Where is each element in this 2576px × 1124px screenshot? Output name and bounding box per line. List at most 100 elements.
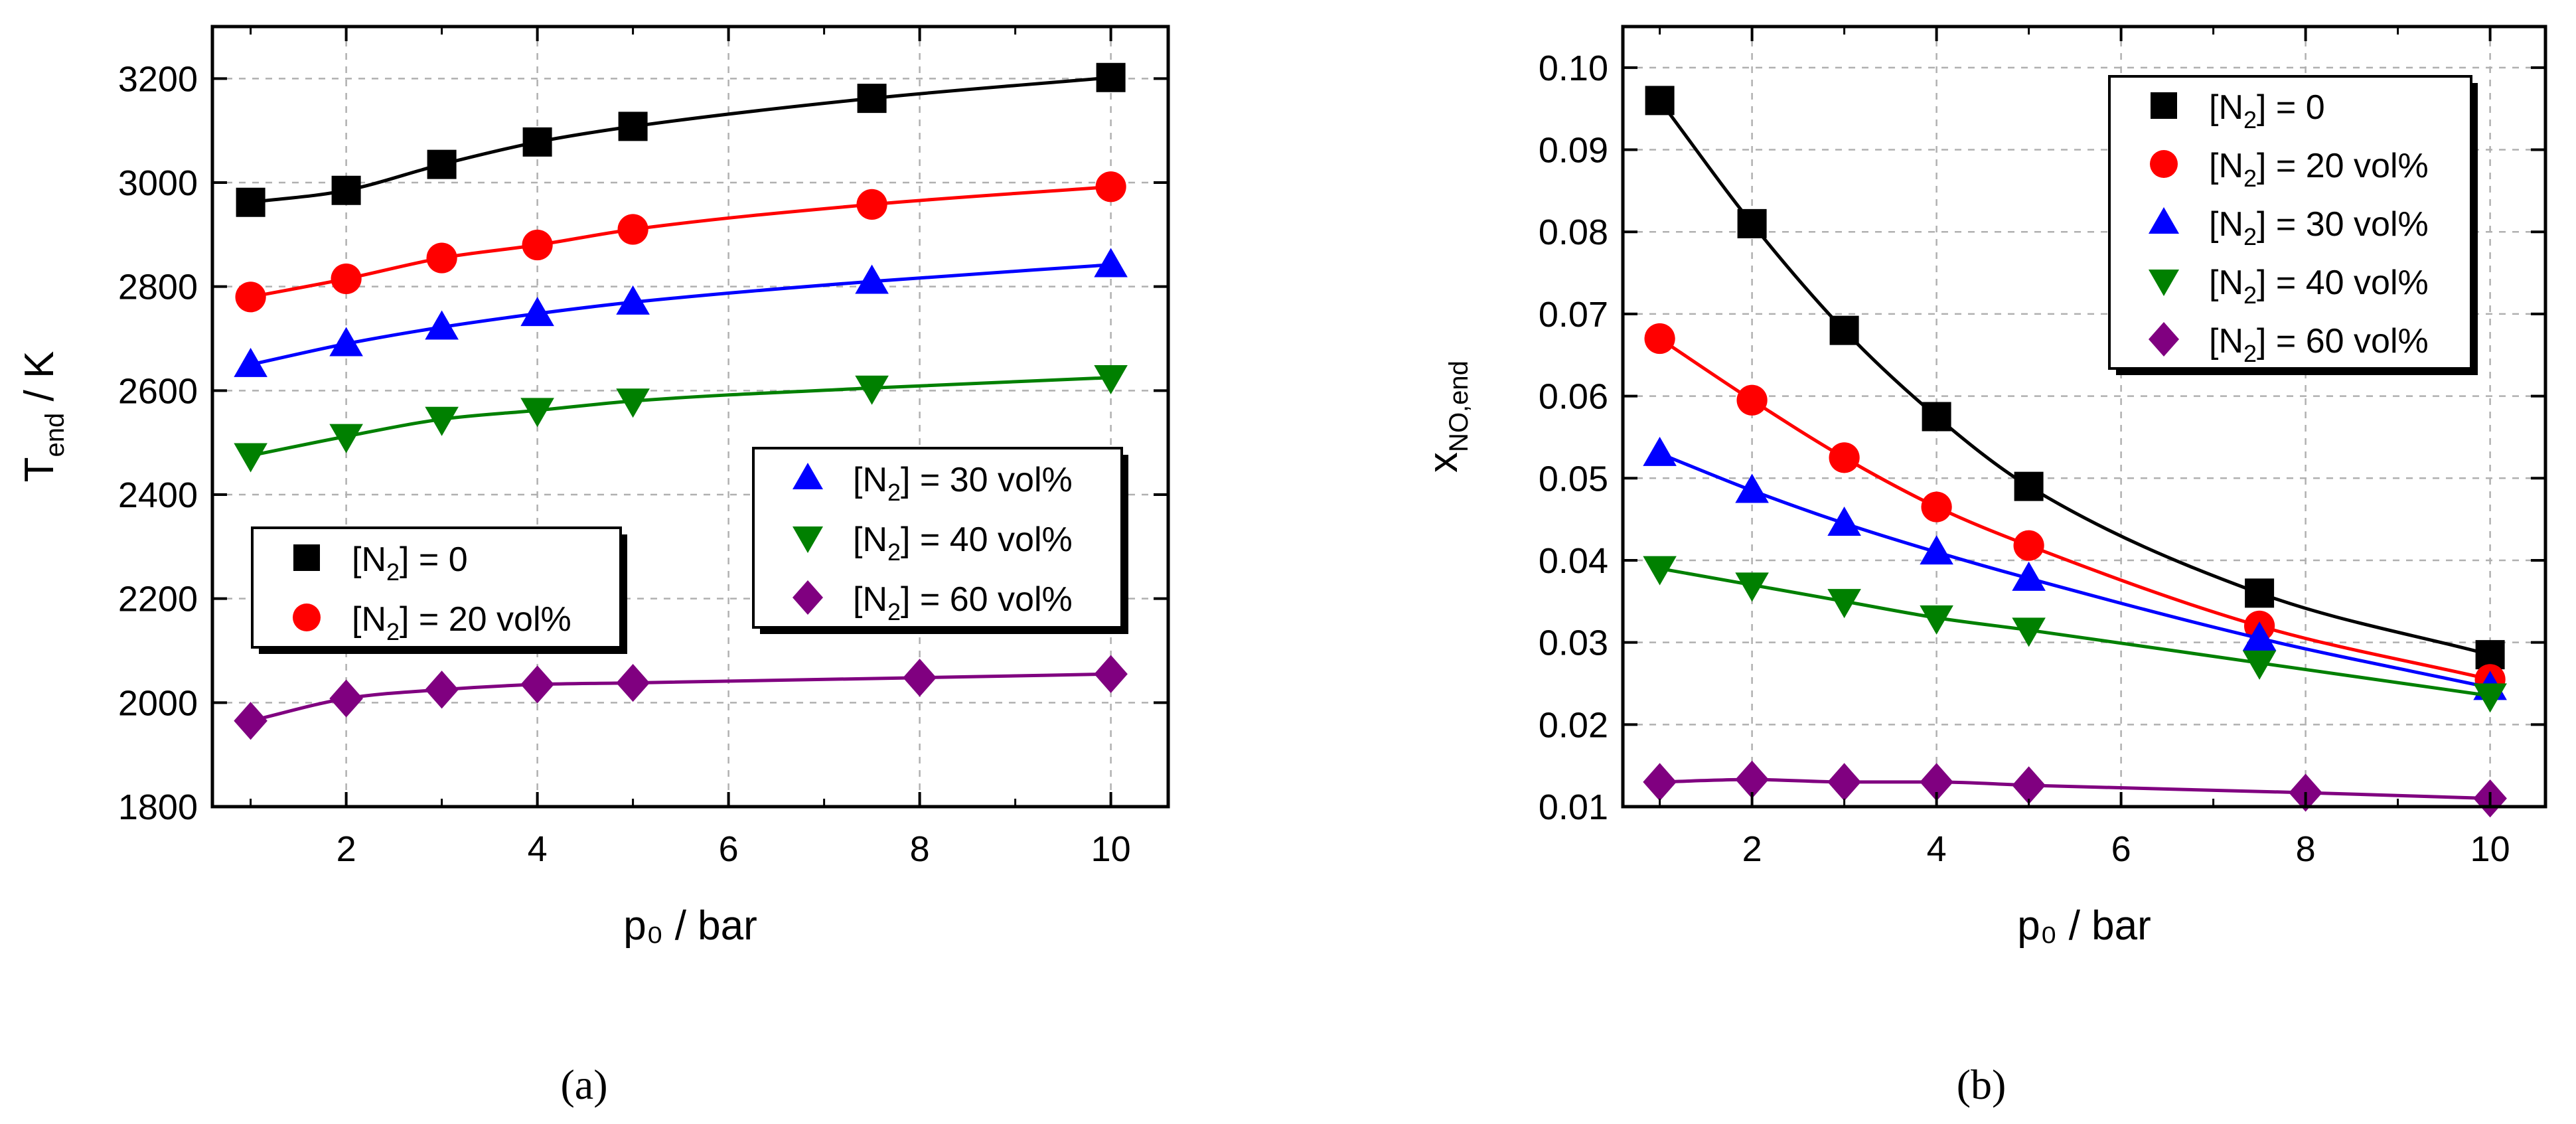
legend-label: [N2] = 20 vol% — [2209, 147, 2429, 192]
y-tick-label: 0.01 — [1539, 787, 1608, 827]
data-point — [1829, 442, 1860, 473]
series-1 — [235, 171, 1126, 313]
data-point — [855, 264, 889, 294]
legend-label: [N2] = 0 — [2209, 88, 2325, 133]
y-tick-label: 0.08 — [1539, 212, 1608, 252]
data-point — [427, 149, 457, 179]
series-3 — [234, 365, 1128, 473]
gridlines — [212, 27, 1168, 808]
ticks: 2 4 6 8 10 1800 2000 2200 2400 2600 2800 3000 3200 — [118, 27, 1168, 869]
data-point — [425, 310, 459, 340]
data-point — [857, 84, 887, 114]
series-0 — [236, 62, 1126, 217]
panel-b-caption: (b) — [1957, 1061, 2007, 1108]
data-point — [1094, 655, 1128, 693]
data-point — [331, 175, 361, 205]
legend-label: [N2] = 40 vol% — [2209, 264, 2429, 309]
legend-label: [N2] = 40 vol% — [853, 521, 1073, 566]
data-point — [520, 297, 554, 327]
legend-marker — [2150, 150, 2178, 178]
data-point — [2014, 471, 2044, 501]
y-tick-label: 0.09 — [1539, 131, 1608, 171]
x-tick-label: 10 — [1091, 829, 1131, 869]
x-tick-label: 4 — [528, 829, 548, 869]
data-point — [1922, 402, 1951, 432]
data-point — [1736, 384, 1768, 416]
data-point — [1920, 763, 1953, 801]
y-tick-label: 0.04 — [1539, 541, 1608, 581]
data-point — [1643, 556, 1677, 586]
data-point — [520, 665, 554, 704]
legend-label: [N2] = 30 vol% — [2209, 205, 2429, 250]
data-point — [617, 214, 648, 245]
series-2 — [1643, 436, 2507, 700]
data-point — [855, 375, 889, 405]
y-tick-label: 1800 — [118, 787, 198, 827]
data-point — [2012, 766, 2046, 805]
y-tick-label: 3000 — [118, 163, 198, 203]
y-tick-label: 3200 — [118, 59, 198, 99]
x-tick-label: 8 — [2296, 829, 2316, 869]
legend-0: [N2] = 0 [N2] = 20 vol% [N2] = 30 vol% [N2]… — [2108, 75, 2478, 375]
chart-panel-b: 2 4 6 8 10 0.01 0.02 0.03 0.04 0.05 0.06 0.07 0.08 0.… — [1420, 25, 2547, 949]
x-tick-label: 8 — [910, 829, 930, 869]
y-tick-label: 2400 — [118, 475, 198, 515]
data-point — [2242, 621, 2277, 651]
data-point — [618, 112, 648, 141]
data-point — [235, 281, 266, 313]
series-line — [1659, 566, 2490, 698]
data-point — [329, 424, 363, 453]
series-line — [250, 185, 1111, 299]
series-line — [1659, 777, 2490, 801]
data-point — [1735, 572, 1769, 602]
series-0 — [1645, 86, 2505, 670]
data-point — [1095, 171, 1126, 202]
y-tick-label: 0.10 — [1539, 48, 1608, 88]
legend-marker — [793, 526, 823, 553]
data-point — [1829, 315, 1859, 345]
legend-marker — [2149, 322, 2179, 357]
series-4 — [234, 655, 1128, 740]
data-point — [1920, 535, 1953, 565]
series-4 — [1643, 760, 2507, 818]
data-point — [1096, 62, 1126, 92]
chart-panel-a: 2 4 6 8 10 1800 2000 2200 2400 2600 2800 3000 3200 p₀… — [17, 25, 1170, 949]
data-point — [234, 443, 267, 473]
x-axis-label: p₀ / bar — [623, 903, 757, 949]
ticks: 2 4 6 8 10 0.01 0.02 0.03 0.04 0.05 0.06 0.07 0.08 0.… — [1539, 27, 2545, 869]
legend-marker — [293, 544, 320, 571]
x-tick-label: 2 — [1742, 829, 1762, 869]
legend-label: [N2] = 60 vol% — [2209, 322, 2429, 367]
data-point — [234, 347, 267, 377]
series-line — [250, 76, 1111, 204]
legend-marker — [2151, 92, 2177, 119]
data-point — [1737, 208, 1767, 238]
x-axis-label: p₀ / bar — [2017, 903, 2151, 949]
series-line — [250, 672, 1111, 723]
y-tick-label: 0.03 — [1539, 623, 1608, 663]
y-tick-label: 0.02 — [1539, 705, 1608, 745]
data-point — [1921, 491, 1952, 522]
data-point — [329, 679, 363, 718]
data-point — [1827, 763, 1861, 801]
legend-marker — [2149, 270, 2179, 296]
series-line — [250, 263, 1111, 366]
data-point — [1643, 436, 1677, 466]
y-tick-label: 0.05 — [1539, 459, 1608, 499]
data-point — [856, 189, 887, 220]
x-tick-label: 2 — [337, 829, 356, 869]
legend-label: [N2] = 0 — [352, 540, 468, 586]
x-tick-label: 6 — [2111, 829, 2131, 869]
y-tick-label: 2000 — [118, 683, 198, 723]
data-point — [2012, 617, 2046, 647]
x-tick-label: 10 — [2470, 829, 2510, 869]
data-point — [520, 398, 554, 428]
data-point — [331, 263, 362, 295]
data-point — [1643, 763, 1677, 801]
y-axis-label: xNO,end — [1420, 361, 1474, 473]
data-point — [2012, 561, 2046, 591]
data-point — [2242, 650, 2277, 680]
data-point — [1644, 323, 1675, 355]
